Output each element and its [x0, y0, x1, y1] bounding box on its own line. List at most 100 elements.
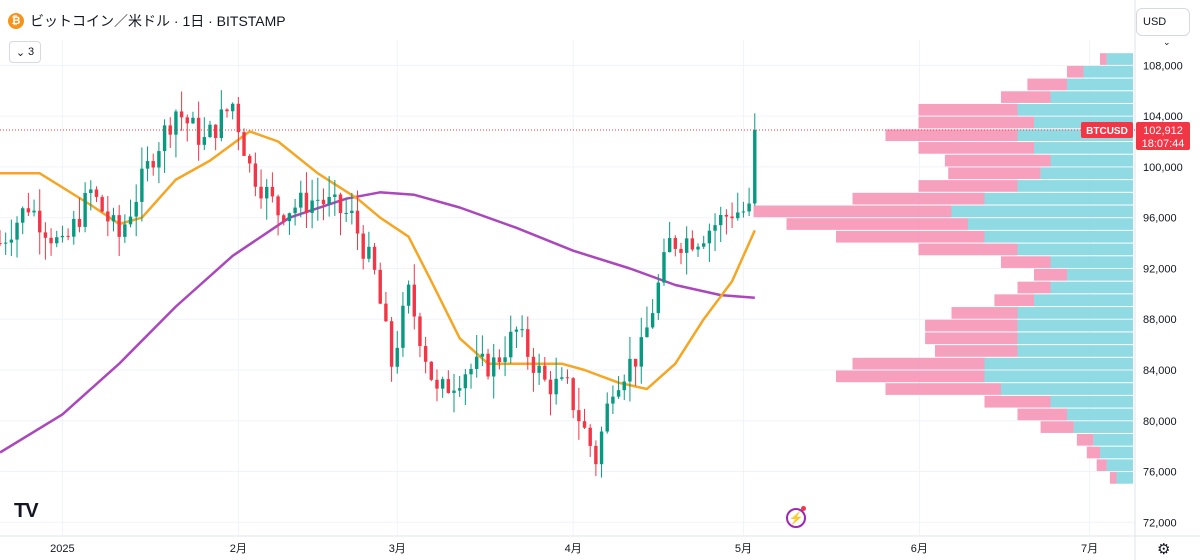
- candle-body: [168, 125, 172, 135]
- x-tick-label: 3月: [389, 543, 406, 555]
- candle-body: [719, 215, 723, 226]
- volume-profile-bar-down: [1076, 433, 1094, 446]
- indicator-count: 3: [28, 46, 35, 58]
- volume-profile-bar-down: [1100, 53, 1107, 65]
- candle-body: [548, 379, 553, 395]
- candle-body: [492, 357, 496, 377]
- volume-profile-bar-down: [984, 395, 1051, 408]
- candle-body: [486, 353, 490, 377]
- candle-body: [435, 379, 439, 389]
- volume-profile-bar-up: [1116, 472, 1133, 484]
- volume-profile-bar-down: [1001, 91, 1051, 103]
- candle-body: [673, 238, 678, 249]
- candle-body: [367, 246, 371, 259]
- gear-icon[interactable]: ⚙: [1157, 541, 1171, 558]
- volume-profile-bar-down: [918, 116, 1034, 129]
- candle-body: [418, 316, 422, 347]
- candle-body: [667, 238, 672, 253]
- candle-body: [270, 186, 275, 197]
- candle-body: [20, 208, 25, 223]
- candle-body: [707, 230, 712, 244]
- candle-body: [372, 246, 377, 270]
- volume-profile-bar-down: [1017, 281, 1051, 294]
- candle-body: [543, 365, 547, 380]
- volume-profile-bar-up: [951, 205, 1133, 218]
- moving-averages: [0, 130, 756, 454]
- candle-body: [355, 210, 360, 234]
- volume-profile-bar-down: [918, 180, 1018, 192]
- candle-body: [554, 378, 558, 395]
- candle-body: [736, 212, 740, 219]
- candle-body: [389, 321, 394, 367]
- lightning-icon[interactable]: ⚡: [786, 508, 806, 528]
- candle-body: [117, 215, 121, 237]
- candle-body: [94, 189, 99, 197]
- candle-body: [679, 248, 683, 253]
- y-tick-label: 84,000: [1143, 365, 1177, 377]
- symbol-title[interactable]: ビットコイン／米ドル · 1日 · BITSTAMP: [30, 13, 286, 29]
- volume-profile-bar-up: [1017, 319, 1133, 332]
- candle-body: [577, 410, 581, 422]
- volume-profile-bar-down: [918, 103, 1018, 116]
- candle-body: [128, 216, 133, 225]
- candle-body: [151, 161, 155, 168]
- candle-body: [429, 361, 434, 380]
- tradingview-logo[interactable]: TV: [14, 500, 39, 522]
- chevron-down-icon: ⌄: [1163, 37, 1171, 47]
- candle-body: [622, 381, 626, 391]
- candle-body: [509, 331, 513, 358]
- volume-profile-bar-up: [1017, 345, 1133, 357]
- volume-profile-bar-up: [984, 370, 1133, 383]
- volume-profile-bar-down: [1086, 446, 1100, 459]
- candle-body: [645, 327, 649, 338]
- candles: [0, 90, 757, 478]
- volume-profile-bar-down: [852, 357, 985, 370]
- volume-profile-bar-up: [1067, 78, 1133, 91]
- candle-body: [384, 303, 388, 322]
- volume-profile-bar-down: [918, 243, 1018, 256]
- volume-profile-bar-down: [1001, 256, 1051, 268]
- volume-profile-bar-down: [925, 319, 1018, 332]
- candle-body: [423, 346, 428, 362]
- candle-body: [350, 210, 354, 213]
- candle-body: [565, 377, 570, 379]
- candle-body: [208, 124, 212, 138]
- candle-body: [463, 374, 468, 389]
- candle-body: [83, 193, 87, 227]
- candle-body: [696, 246, 700, 250]
- candle-body: [72, 218, 76, 237]
- y-tick-label: 108,000: [1143, 60, 1183, 72]
- volume-profile-bar-up: [1017, 243, 1133, 256]
- candle-body: [265, 186, 269, 199]
- indicator-collapse-button[interactable]: ⌄ 3: [9, 41, 41, 63]
- candle-body: [49, 237, 53, 244]
- candle-body: [344, 212, 348, 214]
- volume-profile-bar-down: [1096, 459, 1107, 472]
- notification-dot: [801, 506, 806, 511]
- volume-profile: [753, 53, 1133, 484]
- candle-body: [15, 222, 19, 240]
- x-tick-label: 4月: [565, 543, 582, 555]
- candle-body: [219, 109, 224, 138]
- candle-body: [162, 125, 167, 152]
- candle-body: [469, 368, 473, 375]
- volume-profile-bar-up: [1083, 65, 1133, 78]
- candle-body: [446, 379, 451, 393]
- bitcoin-icon: ₿: [8, 13, 24, 29]
- y-tick-label: 104,000: [1143, 111, 1183, 123]
- candle-body: [628, 358, 632, 382]
- candle-body: [100, 196, 104, 212]
- candle-body: [327, 196, 331, 205]
- candle-body: [316, 199, 320, 201]
- candle-body: [310, 200, 314, 213]
- volume-profile-bar-up: [1067, 408, 1133, 421]
- candle-body: [514, 329, 519, 332]
- candle-body: [202, 137, 207, 145]
- candle-body: [599, 431, 604, 465]
- x-tick-label: 5月: [735, 543, 752, 555]
- currency-selector[interactable]: USD ⌄: [1136, 8, 1190, 47]
- candle-body: [730, 216, 734, 219]
- candle-body: [503, 357, 507, 362]
- candle-body: [196, 117, 201, 145]
